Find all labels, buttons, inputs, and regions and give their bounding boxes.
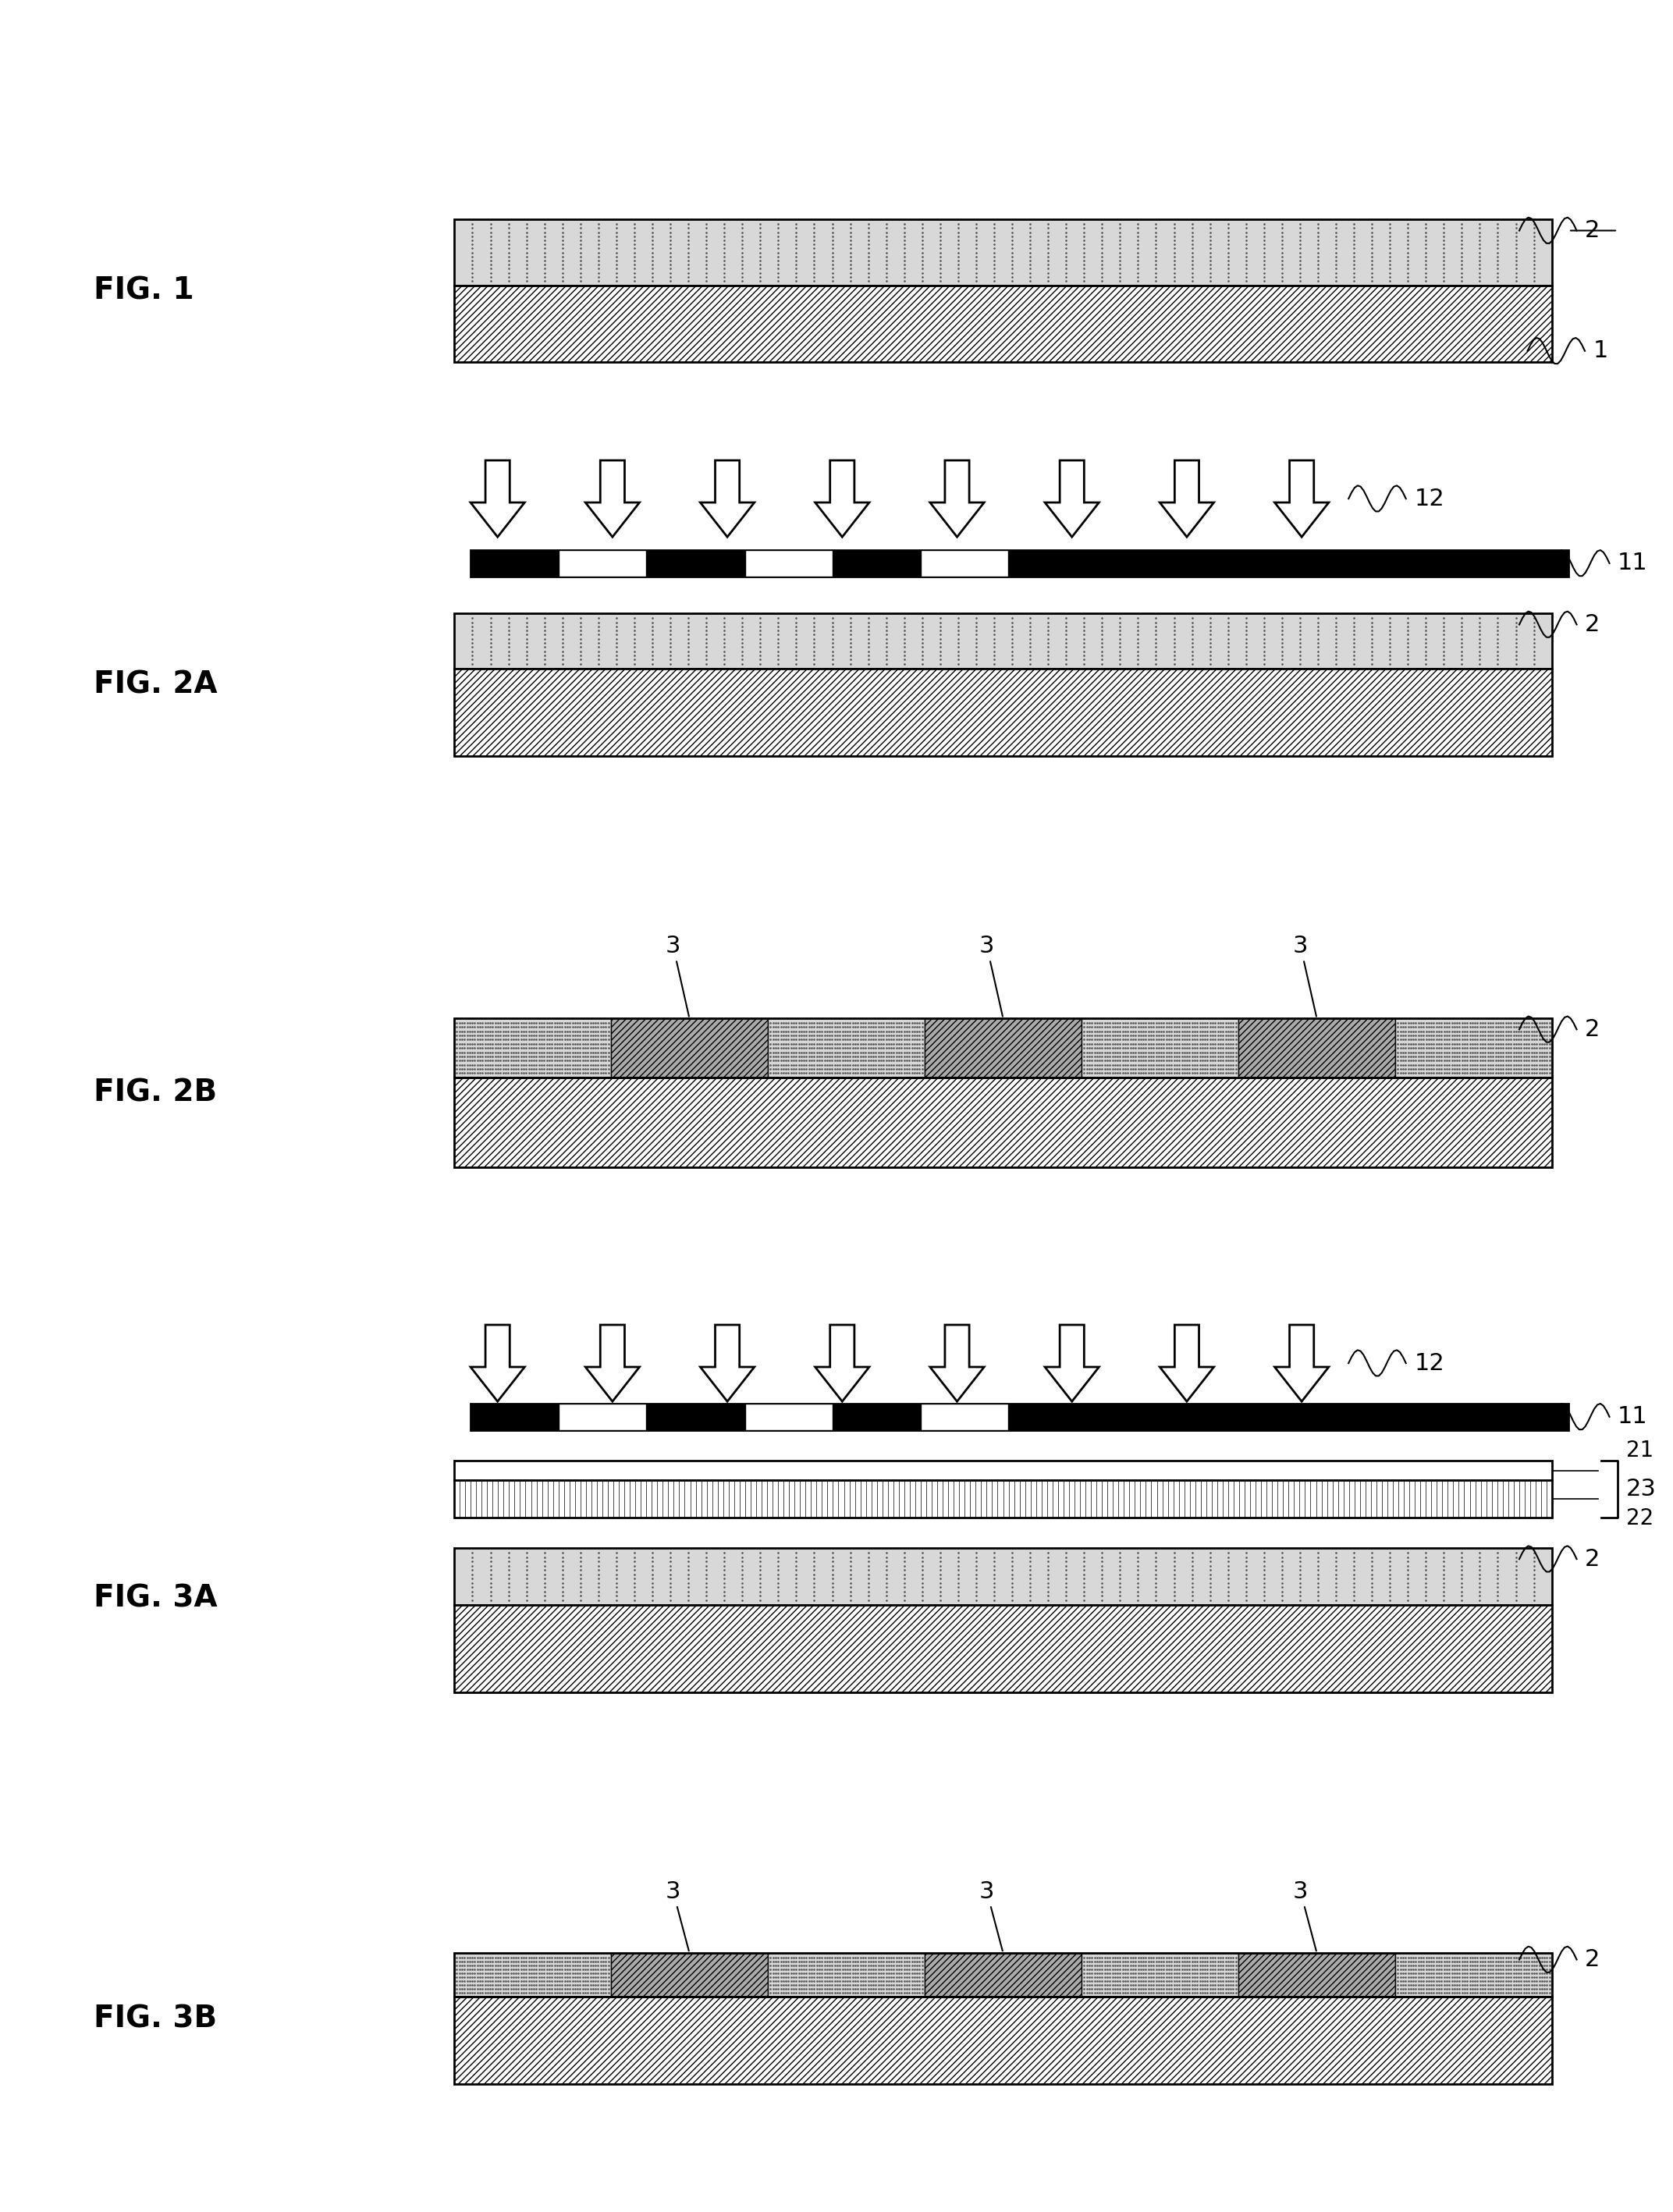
Bar	[611, 1018, 768, 1077]
Bar	[453, 1460, 1553, 1480]
Text: 11: 11	[1618, 553, 1648, 575]
Bar	[453, 668, 1553, 757]
Bar	[1238, 1953, 1395, 1997]
Text: 1: 1	[1593, 341, 1608, 363]
Bar	[768, 1953, 925, 1997]
Polygon shape	[930, 1325, 984, 1402]
Bar	[453, 1953, 1553, 1997]
Text: 11: 11	[1618, 1405, 1648, 1429]
Bar	[768, 1018, 925, 1077]
Polygon shape	[470, 460, 525, 538]
Bar	[453, 1018, 1553, 1077]
Text: 3: 3	[666, 1880, 689, 1951]
Polygon shape	[930, 460, 984, 538]
Text: 3: 3	[979, 933, 1002, 1015]
Bar	[1081, 1953, 1238, 1997]
Bar	[744, 551, 833, 577]
Bar	[453, 1480, 1553, 1517]
Text: 2: 2	[1584, 1548, 1599, 1571]
Bar	[1081, 1018, 1238, 1077]
Text: FIG. 2B: FIG. 2B	[94, 1077, 217, 1108]
Text: 23: 23	[1626, 1478, 1656, 1500]
Bar	[453, 1018, 611, 1077]
Polygon shape	[470, 1325, 525, 1402]
Bar	[453, 1953, 611, 1997]
Polygon shape	[815, 460, 870, 538]
Text: 3: 3	[1293, 1880, 1317, 1951]
Bar	[453, 613, 1553, 668]
Text: FIG. 3B: FIG. 3B	[94, 2004, 217, 2033]
Text: 21: 21	[1626, 1440, 1653, 1462]
Polygon shape	[1046, 1325, 1099, 1402]
Polygon shape	[701, 460, 755, 538]
Bar	[453, 285, 1553, 363]
Bar	[453, 1548, 1553, 1606]
Polygon shape	[1159, 1325, 1215, 1402]
Text: 3: 3	[666, 933, 689, 1015]
Text: 2: 2	[1584, 613, 1599, 635]
Bar	[920, 551, 1009, 577]
Text: 3: 3	[979, 1880, 1002, 1951]
Polygon shape	[815, 1325, 870, 1402]
Polygon shape	[586, 1325, 639, 1402]
Bar	[559, 551, 646, 577]
Bar	[611, 1953, 768, 1997]
Bar	[1395, 1953, 1553, 1997]
Bar	[453, 1077, 1553, 1168]
Text: 3: 3	[1293, 933, 1317, 1015]
Text: 12: 12	[1414, 487, 1444, 511]
Polygon shape	[586, 460, 639, 538]
Bar	[744, 1405, 833, 1429]
Polygon shape	[1046, 460, 1099, 538]
Polygon shape	[1275, 1325, 1328, 1402]
Polygon shape	[1159, 460, 1215, 538]
Polygon shape	[1275, 460, 1328, 538]
Bar	[1395, 1018, 1553, 1077]
Bar	[453, 1997, 1553, 2084]
Text: FIG. 1: FIG. 1	[94, 276, 194, 305]
Bar	[470, 551, 1569, 577]
Bar	[453, 219, 1553, 285]
Text: 2: 2	[1584, 1949, 1599, 1971]
Bar	[559, 1405, 646, 1429]
Bar	[1238, 1018, 1395, 1077]
Bar	[920, 1405, 1009, 1429]
Text: 2: 2	[1584, 1018, 1599, 1040]
Text: FIG. 2A: FIG. 2A	[94, 670, 217, 699]
Bar	[925, 1018, 1081, 1077]
Text: FIG. 3A: FIG. 3A	[94, 1584, 217, 1613]
Text: 12: 12	[1414, 1352, 1444, 1374]
Text: 22: 22	[1626, 1509, 1653, 1528]
Text: 2: 2	[1584, 219, 1599, 241]
Bar	[470, 1405, 1569, 1429]
Bar	[925, 1953, 1081, 1997]
Polygon shape	[701, 1325, 755, 1402]
Bar	[453, 1606, 1553, 1692]
